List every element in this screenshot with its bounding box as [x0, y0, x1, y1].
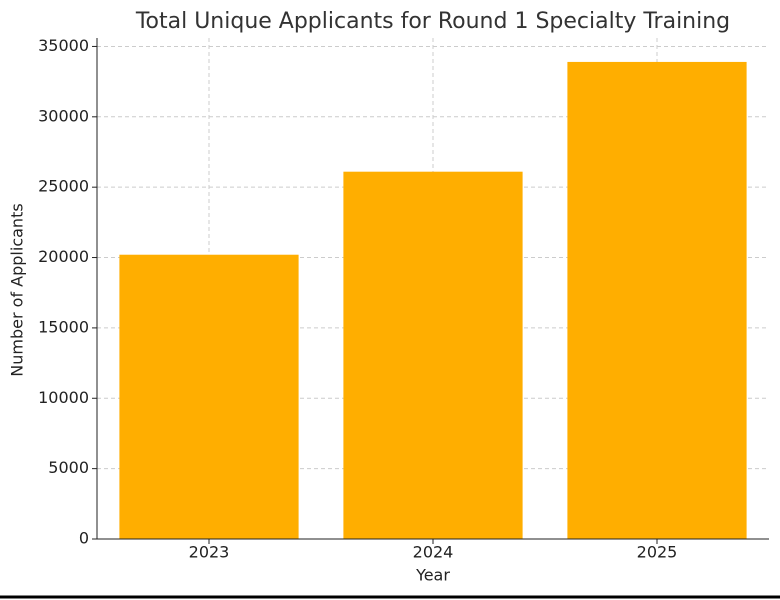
y-tick-label: 35000	[38, 36, 89, 55]
chart-title: Total Unique Applicants for Round 1 Spec…	[135, 9, 730, 34]
y-tick-label: 25000	[38, 177, 89, 196]
y-tick-label: 5000	[48, 458, 89, 477]
y-tick-label: 10000	[38, 388, 89, 407]
y-tick-label: 0	[79, 529, 89, 548]
y-tick-label: 20000	[38, 247, 89, 266]
y-axis-label: Number of Applicants	[8, 203, 27, 376]
y-tick-label: 30000	[38, 106, 89, 125]
y-tick-label: 15000	[38, 317, 89, 336]
x-tick-label: 2024	[413, 543, 454, 562]
bar	[343, 171, 523, 539]
x-tick-label: 2025	[637, 543, 678, 562]
bar	[119, 254, 299, 539]
x-axis-label: Year	[415, 566, 450, 585]
x-tick-label: 2023	[189, 543, 230, 562]
bar	[567, 61, 747, 539]
